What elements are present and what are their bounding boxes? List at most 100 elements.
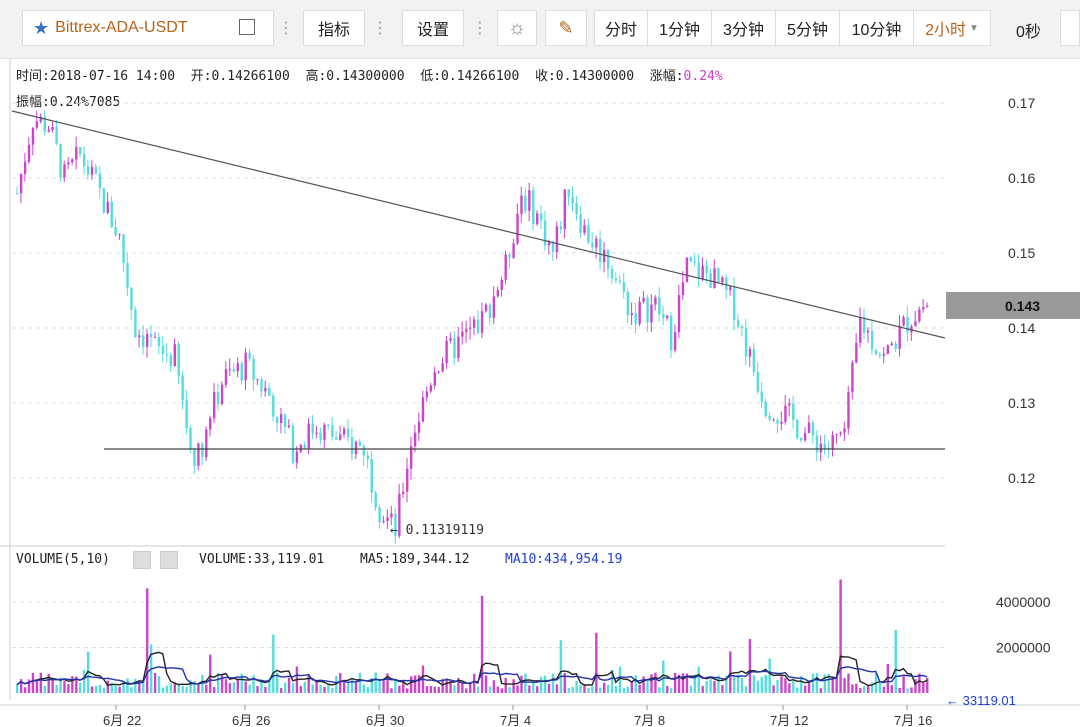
info-high: 高:0.14300000	[305, 69, 405, 84]
candle-body	[449, 338, 452, 341]
candle-body	[240, 363, 243, 381]
volume-bar	[536, 686, 539, 693]
volume-bar	[784, 678, 787, 693]
volume-bar	[27, 679, 31, 693]
volume-bar	[311, 684, 314, 693]
volume-bar	[193, 681, 196, 693]
candle-body	[197, 443, 200, 466]
tab-period-active[interactable]: 2小时 ▼	[914, 11, 990, 45]
tab-period-5[interactable]: 10分钟	[840, 11, 914, 45]
volume-bar	[342, 682, 346, 693]
candle-body	[86, 166, 90, 175]
candle-body	[279, 414, 283, 423]
volume-bar	[409, 676, 413, 693]
info-low: 低:0.14266100	[420, 69, 520, 84]
candle-body	[524, 195, 527, 211]
candle-body	[788, 403, 791, 406]
candle-body	[500, 279, 503, 290]
candle-body	[149, 333, 153, 337]
volume-bar	[185, 687, 188, 693]
volume-bar	[622, 688, 626, 693]
volume-bar	[807, 680, 811, 693]
candle-body	[425, 391, 429, 398]
candle-body	[764, 401, 767, 416]
candle-body	[185, 400, 188, 428]
candle-body	[587, 225, 590, 243]
theme-button[interactable]: ☼	[497, 10, 537, 46]
candle-body	[19, 174, 23, 194]
candle-body	[480, 311, 484, 333]
draw-button[interactable]: ✎	[545, 10, 587, 46]
volume-bar	[287, 677, 291, 693]
settings-button[interactable]: 设置	[402, 10, 464, 46]
candle-body	[918, 309, 921, 322]
volume-bar	[216, 673, 220, 693]
candle-body	[193, 448, 196, 466]
volume-bar	[189, 680, 192, 693]
volume-bar	[866, 685, 870, 693]
candle-body	[756, 372, 760, 392]
volume-bar	[212, 687, 216, 693]
volume-bar	[677, 675, 681, 693]
volume-bar	[870, 682, 874, 693]
close-icon[interactable]	[160, 551, 178, 569]
candle-body	[283, 414, 287, 428]
indicator-button[interactable]: 指标	[303, 10, 365, 46]
volume-bar	[906, 688, 909, 693]
candle-body	[835, 434, 838, 436]
candle-body	[618, 280, 622, 283]
volume-bar	[157, 675, 161, 693]
candle-body	[268, 387, 271, 396]
candle-body	[362, 446, 366, 456]
candle-body	[484, 304, 488, 312]
candle-body	[413, 432, 417, 447]
candle-body	[421, 397, 425, 422]
volume-bar	[764, 675, 767, 693]
candle-body	[331, 425, 334, 437]
candle-body	[851, 362, 854, 393]
volume-bar	[90, 686, 94, 693]
tab-period-2[interactable]: 1分钟	[648, 11, 712, 45]
candle-body	[646, 297, 649, 323]
candle-body	[496, 289, 500, 297]
volume-bar	[441, 678, 444, 693]
volume-bar	[126, 678, 129, 693]
pencil-icon: ✎	[558, 17, 574, 38]
candle-body	[138, 335, 141, 338]
star-icon[interactable]: ★	[33, 17, 50, 38]
candle-body	[212, 392, 216, 419]
candle-body	[90, 166, 94, 175]
candle-body	[39, 116, 43, 122]
price-axis-label: 0.16	[1008, 170, 1035, 186]
candle-body	[847, 392, 850, 429]
candle-body	[772, 419, 775, 421]
more-icon[interactable]: ⋮	[372, 20, 388, 37]
volume-bar	[748, 638, 752, 693]
tab-period-1[interactable]: 分时	[595, 11, 648, 45]
external-link-icon[interactable]	[239, 19, 255, 35]
volume-bar	[358, 672, 362, 693]
tab-period-4[interactable]: 5分钟	[776, 11, 840, 45]
candle-body	[622, 282, 626, 292]
candle-body	[736, 319, 740, 327]
volume-bar	[370, 678, 373, 693]
candle-body	[106, 201, 110, 213]
more-icon[interactable]: ⋮	[472, 20, 488, 37]
candle-body	[583, 225, 586, 233]
more-icon[interactable]: ⋮	[278, 20, 294, 37]
volume-bar	[264, 686, 267, 693]
volume-bar	[473, 673, 476, 693]
x-axis-label: 7月 12	[770, 713, 808, 727]
symbol-selector[interactable]: ★ Bittrex-ADA-USDT	[22, 10, 274, 46]
x-axis-label: 7月 16	[894, 713, 932, 727]
volume-bar	[47, 673, 50, 693]
candle-body	[402, 491, 405, 494]
candle-body	[244, 352, 247, 381]
sun-icon: ☼	[507, 16, 527, 39]
volume-bar	[142, 680, 145, 693]
gear-icon[interactable]	[133, 551, 151, 569]
tab-period-3[interactable]: 3分钟	[712, 11, 776, 45]
countdown-timer: 0秒	[1016, 24, 1041, 41]
volume-bar	[740, 677, 744, 693]
